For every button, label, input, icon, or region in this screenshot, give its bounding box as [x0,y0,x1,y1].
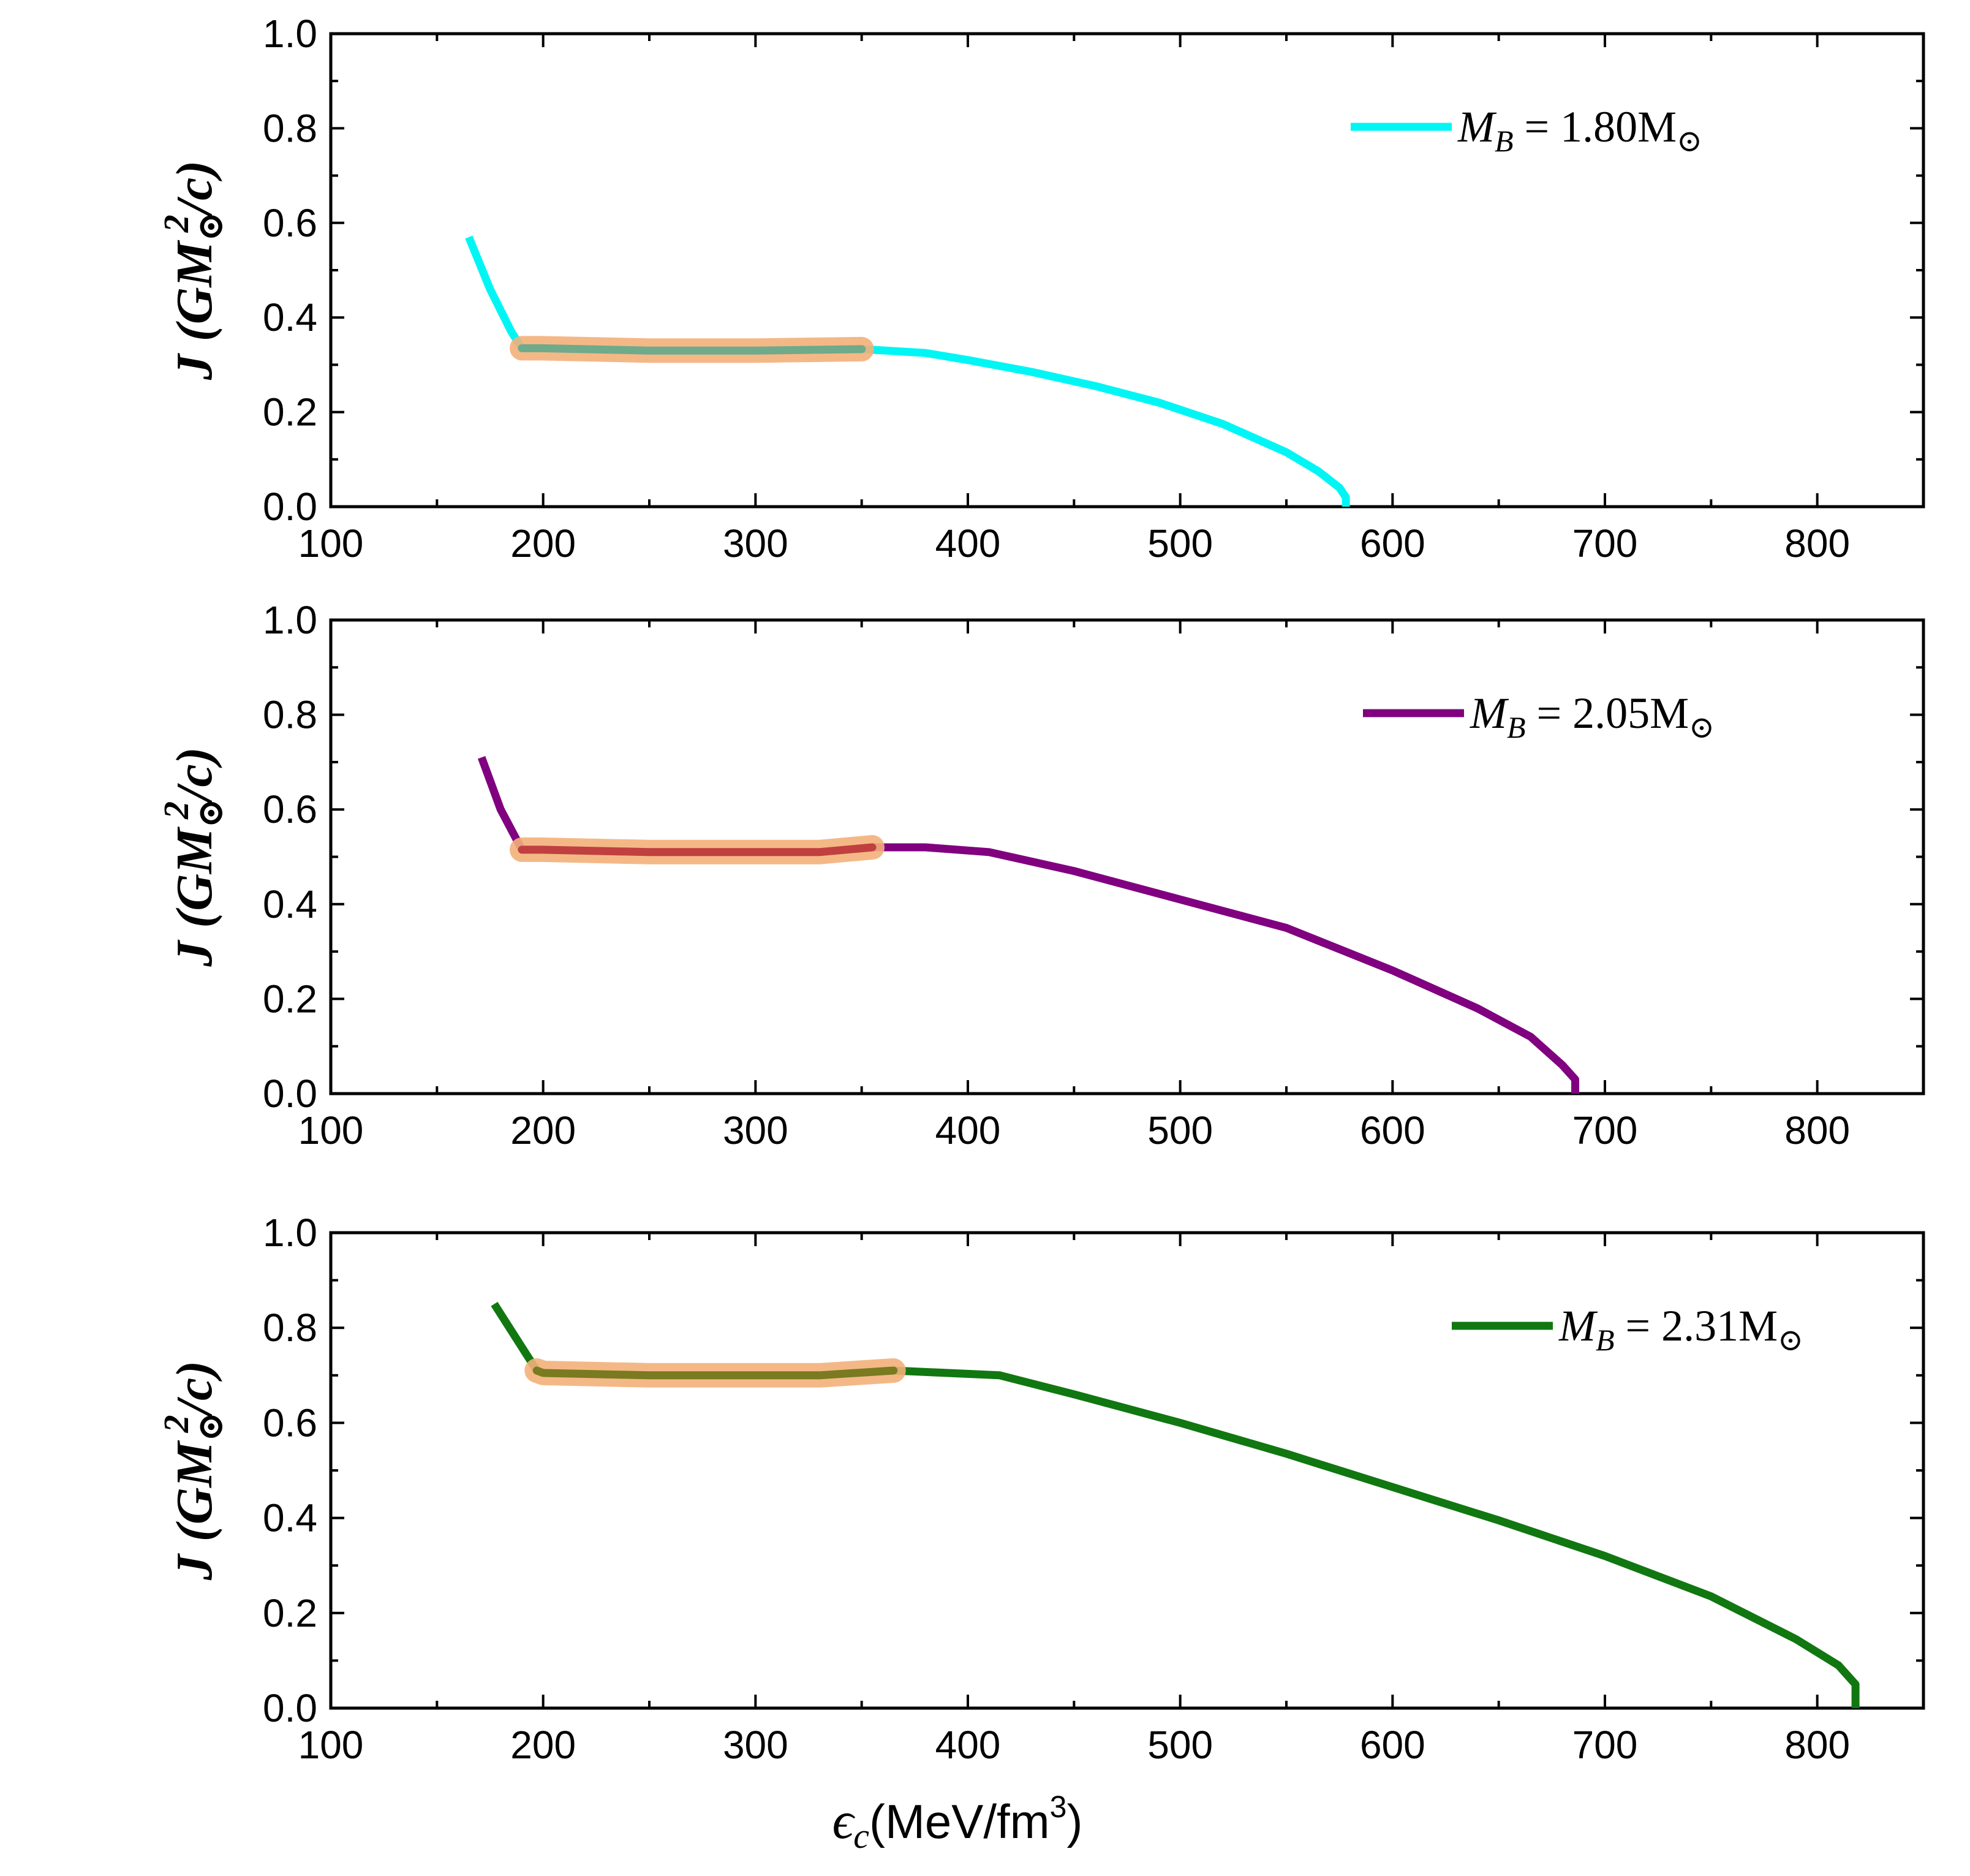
y-axis-title: J (GM⊙2/c) [156,1361,230,1581]
y-axis-title: J (GM⊙2/c) [156,161,230,381]
x-tick-label: 800 [1784,521,1850,565]
y-tick-label: 0.4 [263,882,317,926]
plot-frame [329,32,1925,509]
y-tick-label: 0.6 [263,201,317,245]
y-tick-label: 0.6 [263,1401,317,1445]
x-tick-label: 800 [1784,1108,1850,1152]
x-tick-label: 100 [298,521,364,565]
y-tick-label: 0.2 [263,977,317,1021]
x-tick-label: 700 [1572,521,1638,565]
y-tick-label: 0.2 [263,390,317,434]
x-tick-label: 200 [510,521,576,565]
x-axis-title: ϵc(MeV/fm3) [832,1790,1083,1856]
x-tick-label: 500 [1147,1723,1213,1767]
x-tick-label: 300 [723,521,788,565]
x-tick-label: 200 [510,1108,576,1152]
x-tick-label: 600 [1360,1108,1425,1152]
x-tick-label: 600 [1360,1723,1425,1767]
x-tick-label: 200 [510,1723,576,1767]
y-tick-label: 0.8 [263,693,317,737]
y-tick-label: 0.0 [263,1072,317,1116]
x-tick-label: 400 [935,521,1001,565]
highlight-line [532,1366,898,1380]
x-tick-label: 500 [1147,1108,1213,1152]
x-tick-label: 800 [1784,1723,1850,1767]
y-tick-label: 1.0 [263,12,317,56]
highlight-line [518,344,866,355]
y-axis-title: J (GM⊙2/c) [156,747,230,967]
x-tick-label: 100 [298,1723,364,1767]
panel-2: 100 200 300 400 500 600 700 800 0.0 0.2 0.4 0.6 0.8 1… [263,598,1925,1152]
x-tick-label: 500 [1147,521,1213,565]
legend-label: MB = 2.31M⊙ [1558,1301,1803,1357]
x-tick-label: 300 [723,1723,788,1767]
y-tick-label: 0.0 [263,1686,317,1730]
x-tick-label: 400 [935,1723,1001,1767]
y-tick-label: 0.6 [263,787,317,831]
y-tick-label: 0.8 [263,106,317,150]
y-tick-label: 0.4 [263,295,317,339]
y-tick-label: 0.0 [263,485,317,529]
panel-1: 100 200 300 400 500 600 700 800 0.0 0.2 0.4 0.6 0.8 1… [263,12,1925,565]
legend-label: MB = 1.80M⊙ [1457,102,1702,158]
x-tick-label: 400 [935,1108,1001,1152]
x-tick-label: 600 [1360,521,1425,565]
y-tick-label: 0.8 [263,1306,317,1350]
x-tick-label: 700 [1572,1723,1638,1767]
x-tick-label: 300 [723,1108,788,1152]
x-tick-label: 100 [298,1108,364,1152]
y-tick-label: 0.2 [263,1591,317,1635]
highlight-line [518,843,877,857]
y-tick-label: 0.4 [263,1496,317,1540]
y-tick-label: 1.0 [263,1211,317,1255]
series-line [465,235,1350,507]
legend-label: MB = 2.05M⊙ [1470,689,1715,744]
y-tick-label: 1.0 [263,598,317,642]
series-line [477,755,1579,1094]
panel-3: 100 200 300 400 500 600 700 800 0.0 0.2 0.4 0.6 0.8 1… [263,1211,1925,1767]
x-tick-label: 700 [1572,1108,1638,1152]
